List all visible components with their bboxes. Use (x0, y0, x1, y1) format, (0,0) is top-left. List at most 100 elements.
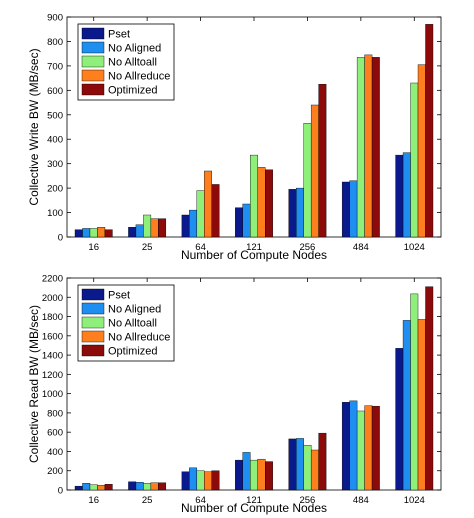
bar-no-alltoall-16 (89, 484, 98, 491)
legend-swatch (81, 41, 105, 54)
bar-no-allreduce-484 (364, 405, 373, 491)
bar-optimized-484 (371, 405, 380, 491)
legend-label: No Aligned (108, 304, 161, 316)
x-tick-label: 1024 (404, 495, 425, 506)
bar-no-alltoall-25 (143, 483, 152, 491)
bar-no-allreduce-256 (310, 449, 319, 491)
y-axis-label: Collective Write BW (MB/sec) (27, 48, 41, 205)
bar-pset-1024 (395, 154, 404, 238)
bar-no-aligned-484 (349, 400, 358, 491)
bar-no-allreduce-16 (97, 227, 106, 238)
legend: Pset No Aligned No Alltoall No Allreduce Opt… (77, 284, 175, 362)
bar-optimized-1024 (425, 286, 434, 491)
bar-pset-64 (181, 214, 190, 238)
legend-swatch (81, 69, 105, 82)
x-tick-label: 256 (299, 242, 315, 253)
y-tick-label: 300 (47, 159, 63, 170)
bar-no-aligned-256 (296, 438, 304, 491)
bar-no-aligned-1024 (402, 320, 411, 491)
bar-pset-16 (74, 485, 83, 491)
bar-no-alltoall-484 (356, 410, 365, 491)
y-tick-label: 2000 (42, 293, 63, 304)
bar-no-alltoall-1024 (410, 82, 419, 238)
bar-pset-484 (341, 181, 350, 238)
bar-no-allreduce-25 (150, 218, 159, 238)
bar-pset-121 (235, 207, 243, 238)
y-axis-label: Collective Read BW (MB/sec) (27, 305, 41, 463)
bar-optimized-121 (265, 169, 273, 238)
bar-no-aligned-25 (135, 224, 144, 238)
bar-pset-256 (288, 438, 297, 491)
bar-pset-25 (128, 227, 137, 238)
bar-no-alltoall-64 (196, 190, 205, 238)
bar-no-allreduce-64 (204, 471, 212, 491)
bar-no-allreduce-25 (150, 482, 159, 491)
bar-no-allreduce-1024 (417, 64, 426, 238)
bar-no-alltoall-484 (356, 57, 365, 238)
legend-swatch (81, 55, 105, 68)
bar-no-aligned-25 (135, 482, 144, 491)
legend-label: Pset (108, 290, 130, 302)
bar-no-aligned-484 (349, 180, 358, 238)
legend-label: No Alltoall (108, 318, 157, 330)
bar-no-allreduce-121 (257, 458, 266, 491)
bar-no-allreduce-64 (204, 170, 212, 238)
x-axis-label: Number of Compute Nodes (181, 248, 327, 262)
bar-optimized-16 (104, 484, 113, 491)
y-tick-label: 800 (47, 408, 63, 419)
bar-optimized-16 (104, 229, 113, 238)
legend-label: Pset (108, 29, 130, 41)
y-tick-label: 1800 (42, 312, 63, 323)
bar-no-aligned-256 (296, 187, 304, 238)
y-tick-label: 600 (47, 428, 63, 439)
bar-pset-64 (181, 471, 190, 491)
y-tick-label: 2200 (42, 274, 63, 285)
legend-swatch (81, 344, 105, 357)
y-tick-label: 200 (47, 184, 63, 195)
legend: Pset No Aligned No Alltoall No Allreduce Opt… (77, 23, 175, 101)
y-tick-label: 700 (47, 61, 63, 72)
bar-no-aligned-64 (189, 209, 198, 238)
bar-pset-25 (128, 481, 137, 491)
bar-no-alltoall-121 (250, 459, 258, 491)
bar-optimized-1024 (425, 24, 434, 238)
legend-label: No Allreduce (108, 332, 170, 344)
y-tick-label: 1600 (42, 331, 63, 342)
bar-optimized-25 (158, 218, 167, 238)
bar-optimized-64 (211, 184, 220, 238)
x-tick-label: 121 (246, 242, 262, 253)
legend-swatch (81, 27, 105, 40)
x-tick-label: 64 (195, 495, 206, 506)
y-tick-label: 1400 (42, 351, 63, 362)
y-tick-label: 400 (47, 135, 63, 146)
legend-label: Optimized (108, 346, 158, 358)
bar-pset-256 (288, 189, 297, 238)
x-tick-label: 256 (299, 495, 315, 506)
x-tick-label: 484 (353, 242, 369, 253)
y-tick-label: 600 (47, 86, 63, 97)
bar-no-aligned-121 (242, 203, 251, 238)
bar-optimized-25 (158, 482, 167, 491)
bar-optimized-256 (318, 432, 327, 491)
bar-no-aligned-1024 (402, 152, 411, 238)
y-tick-label: 500 (47, 110, 63, 121)
bar-no-alltoall-121 (250, 154, 258, 238)
bar-no-alltoall-64 (196, 470, 205, 491)
bar-no-aligned-64 (189, 467, 198, 491)
legend-swatch (81, 83, 105, 96)
bar-no-allreduce-16 (97, 484, 106, 491)
legend-swatch (81, 330, 105, 343)
bar-optimized-256 (318, 84, 327, 238)
y-tick-label: 800 (47, 37, 63, 48)
x-tick-label: 16 (88, 495, 99, 506)
bar-no-alltoall-25 (143, 214, 152, 238)
legend-swatch (81, 302, 105, 315)
bar-pset-1024 (395, 348, 404, 491)
x-tick-label: 64 (195, 242, 206, 253)
bar-optimized-121 (265, 461, 273, 491)
y-tick-label: 200 (47, 466, 63, 477)
bar-no-alltoall-256 (303, 123, 312, 238)
y-tick-label: 0 (58, 486, 63, 497)
bar-no-alltoall-1024 (410, 293, 419, 491)
